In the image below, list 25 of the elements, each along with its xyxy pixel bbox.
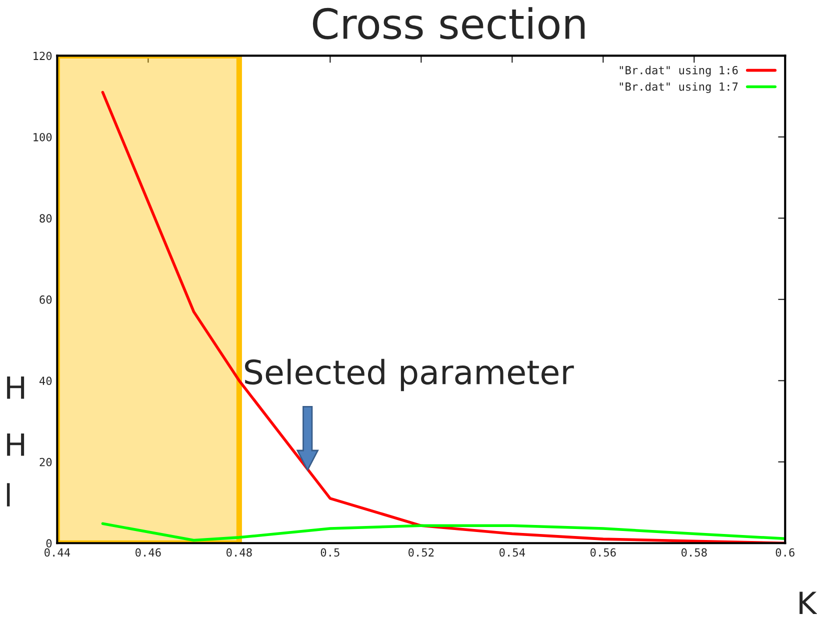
x-tick-label: 0.48 [226,548,252,557]
text: l [6,483,10,506]
y-tick-label: 60 [40,295,52,304]
x-tick-label: 0.5 [320,548,340,557]
y-tick-label: 80 [40,214,52,223]
legend-label: "Br.dat" using 1:7 [620,82,738,94]
y-tick-label: 20 [40,458,52,466]
text: H [7,376,24,399]
text: K [800,592,817,614]
x-tick-label: 0.54 [500,548,526,557]
y-tick-label: 0 [46,539,52,548]
line-series [101,522,786,542]
x-tick-label: 0.56 [590,548,616,557]
x-tick-label: 0.58 [681,548,707,557]
annotation: Selected parameter [245,358,574,392]
text: H [7,433,24,456]
x-tick-label: 0.6 [776,548,794,557]
x-tick-label: 0.52 [408,548,434,557]
chart-title: Cross section [312,7,585,40]
x-tick-label: 0.44 [44,548,70,557]
x-tick-label: 0.46 [136,548,161,557]
y-tick-label: 100 [34,132,52,142]
legend-label: "Br.dat" using 1:6 [620,66,738,77]
y-tick-label: 120 [34,52,52,60]
y-tick-label: 40 [40,376,52,386]
